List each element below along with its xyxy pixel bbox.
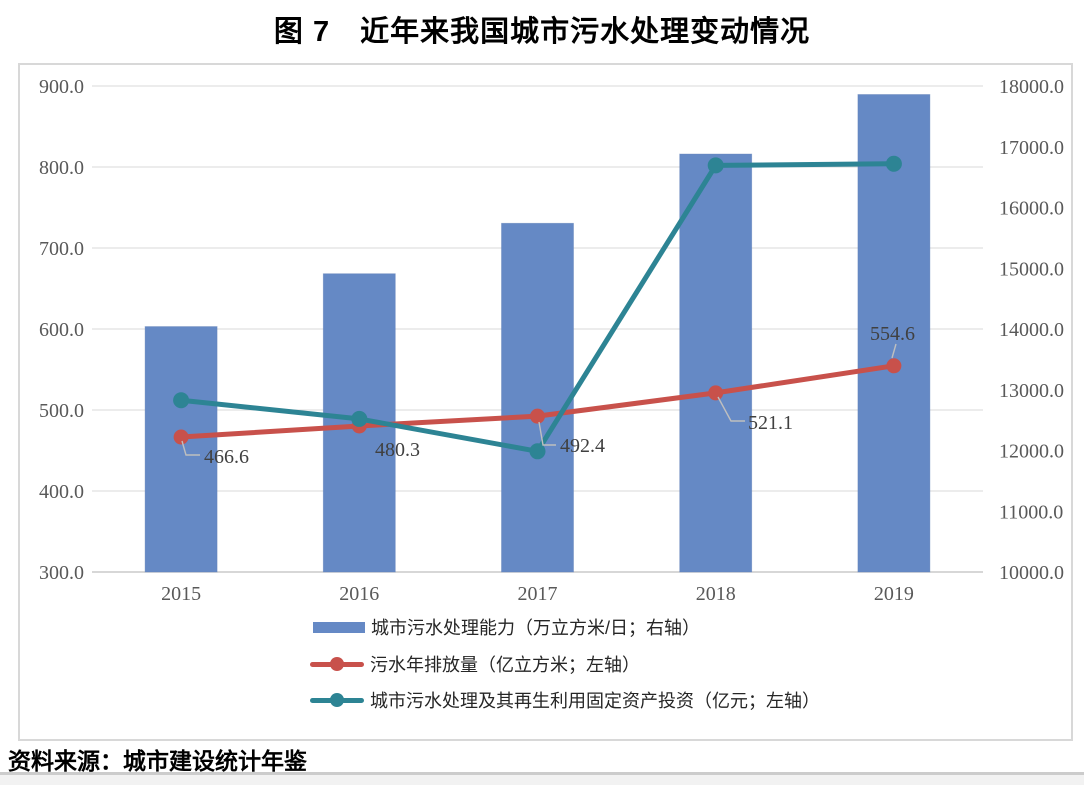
bottom-rule-shadow (0, 775, 1084, 785)
data-label-2015: 466.6 (204, 446, 249, 468)
right-axis-tick-labels: 18000.0 17000.0 16000.0 15000.0 14000.0 13000… (999, 76, 1064, 584)
line-series-investment (173, 155, 902, 460)
svg-text:2019: 2019 (874, 583, 914, 605)
svg-text:2018: 2018 (696, 583, 736, 605)
legend-label: 污水年排放量（亿立方米；左轴） (370, 655, 640, 675)
bar-2018 (679, 153, 753, 573)
svg-text:14000.0: 14000.0 (999, 319, 1064, 341)
svg-text:13000.0: 13000.0 (999, 380, 1064, 402)
legend-item-treatment-capacity: 城市污水处理能力（万立方米/日；右轴） (313, 614, 700, 640)
svg-text:800.0: 800.0 (39, 157, 84, 179)
legend-teal-line-swatch-icon (310, 692, 364, 708)
x-axis-labels: 2015 2016 2017 2018 2019 (161, 583, 914, 605)
data-label-2019: 554.6 (870, 323, 915, 345)
legend-item-annual-discharge: 污水年排放量（亿立方米；左轴） (310, 651, 640, 677)
svg-text:700.0: 700.0 (39, 238, 84, 260)
svg-text:400.0: 400.0 (39, 481, 84, 503)
svg-text:600.0: 600.0 (39, 319, 84, 341)
svg-text:2017: 2017 (518, 583, 558, 605)
source-note: 资料来源：城市建设统计年鉴 (8, 749, 307, 774)
svg-text:2016: 2016 (339, 583, 379, 605)
svg-text:16000.0: 16000.0 (999, 198, 1064, 220)
svg-text:10000.0: 10000.0 (999, 562, 1064, 584)
svg-text:11000.0: 11000.0 (999, 501, 1063, 523)
legend-label: 城市污水处理能力（万立方米/日；右轴） (371, 618, 700, 638)
svg-text:500.0: 500.0 (39, 400, 84, 422)
data-label-2016: 480.3 (375, 439, 420, 461)
legend-item-fixed-asset-investment: 城市污水处理及其再生利用固定资产投资（亿元；左轴） (310, 687, 820, 713)
bar-2017 (501, 222, 574, 573)
svg-text:300.0: 300.0 (39, 562, 84, 584)
page-title: 图 7 近年来我国城市污水处理变动情况 (273, 16, 811, 48)
svg-text:12000.0: 12000.0 (999, 441, 1064, 463)
legend-label: 城市污水处理及其再生利用固定资产投资（亿元；左轴） (370, 691, 820, 711)
bar-2015 (144, 326, 218, 573)
bottom-rule (0, 772, 1084, 775)
bar-2019 (857, 94, 931, 573)
left-axis-tick-labels: 900.0 800.0 700.0 600.0 500.0 400.0 300.0 (39, 76, 84, 584)
data-labels-annual-discharge: 466.6 480.3 492.4 521.1 554.6 (181, 323, 915, 468)
svg-text:18000.0: 18000.0 (999, 76, 1064, 98)
data-label-2018: 521.1 (748, 412, 793, 434)
svg-text:2015: 2015 (161, 583, 201, 605)
legend-red-line-swatch-icon (310, 656, 364, 672)
data-label-2017: 492.4 (560, 435, 605, 457)
svg-text:17000.0: 17000.0 (999, 137, 1064, 159)
svg-text:15000.0: 15000.0 (999, 258, 1064, 280)
svg-text:900.0: 900.0 (39, 76, 84, 98)
legend-bar-swatch-icon (313, 621, 365, 633)
